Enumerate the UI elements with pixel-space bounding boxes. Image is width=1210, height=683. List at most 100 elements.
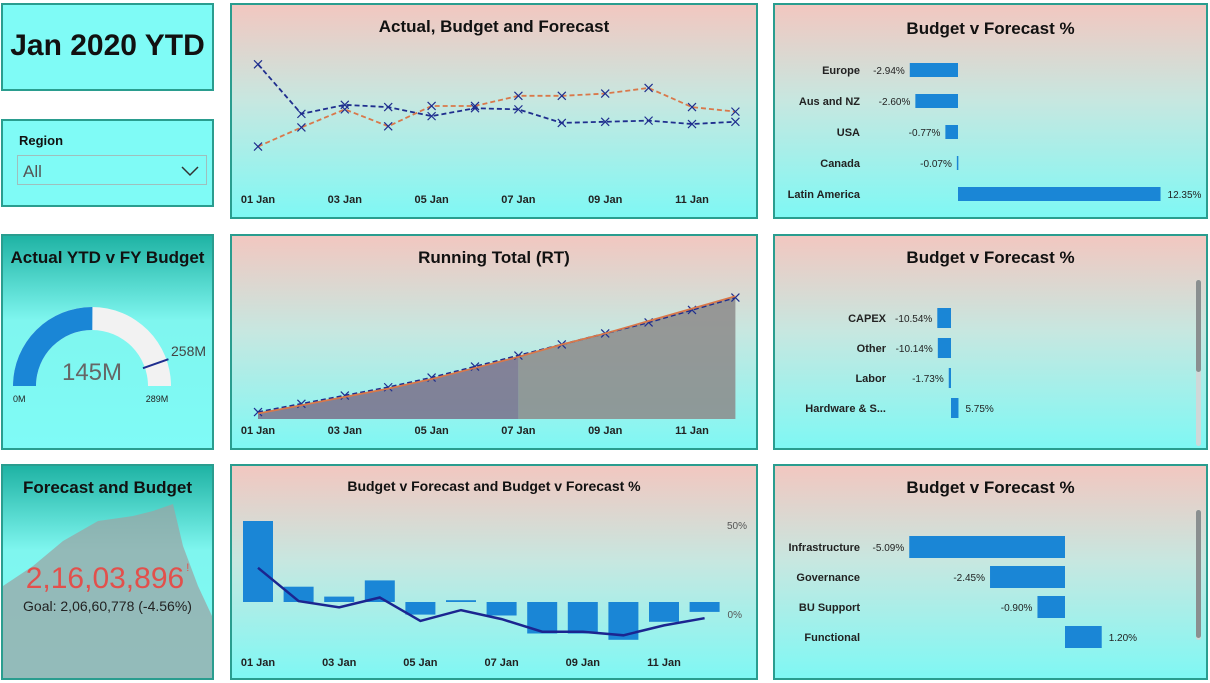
kpi-background-trend bbox=[3, 504, 212, 678]
rt-chart: 01 Jan 03 Jan 05 Jan 07 Jan 09 Jan 11 Jan bbox=[241, 293, 740, 437]
category-label: Hardware & S... bbox=[805, 403, 886, 415]
x-tick-label: 09 Jan bbox=[588, 425, 623, 437]
data-point-marker bbox=[253, 59, 263, 69]
expense-bvf-title: Budget v Forecast % bbox=[906, 248, 1075, 267]
region-dropdown[interactable]: All bbox=[17, 155, 207, 185]
gauge-tile: Actual YTD v FY Budget 145M 258M 0M 289M bbox=[1, 234, 214, 450]
bvf-title: Budget v Forecast and Budget v Forecast … bbox=[347, 478, 641, 494]
category-label: Governance bbox=[796, 572, 860, 584]
kpi-value: 2,16,03,896! bbox=[3, 562, 212, 596]
series-line-1 bbox=[257, 295, 736, 415]
x-tick-label: 03 Jan bbox=[322, 657, 357, 669]
data-label: -2.60% bbox=[879, 97, 911, 108]
bar bbox=[937, 338, 951, 358]
data-point-marker bbox=[730, 107, 740, 117]
kpi-value-text: 2,16,03,896 bbox=[25, 562, 185, 595]
kpi-indicator: ! bbox=[186, 562, 190, 574]
y-tick-label: 0% bbox=[728, 610, 743, 621]
data-label: -2.45% bbox=[953, 573, 985, 584]
data-point-marker bbox=[600, 117, 610, 127]
function-scrollbar[interactable] bbox=[1196, 510, 1201, 640]
data-label: 12.35% bbox=[1168, 190, 1202, 201]
data-point-marker bbox=[427, 101, 437, 111]
data-point-marker bbox=[687, 102, 697, 112]
x-tick-label: 07 Jan bbox=[501, 194, 536, 206]
gauge-fill bbox=[13, 307, 93, 386]
region-slicer-label: Region bbox=[19, 133, 64, 148]
y-tick-label: 50% bbox=[727, 521, 747, 532]
data-point-marker bbox=[253, 142, 263, 151]
x-tick-label: 11 Jan bbox=[675, 194, 709, 206]
category-label: CAPEX bbox=[848, 313, 887, 325]
series-line-1 bbox=[257, 87, 736, 148]
gauge-value: 145M bbox=[62, 359, 122, 386]
bar bbox=[567, 602, 598, 634]
gauge-target-marker bbox=[142, 358, 169, 370]
data-point-marker bbox=[296, 122, 306, 132]
category-label: Infrastructure bbox=[788, 542, 860, 554]
data-label: -5.09% bbox=[873, 543, 905, 554]
data-label: -0.77% bbox=[909, 128, 941, 139]
function-bvf-chart: Infrastructure -5.09% Governance -2.45% BU S… bbox=[788, 536, 1137, 648]
gauge-min-label: 0M bbox=[13, 394, 26, 404]
data-label: -1.73% bbox=[912, 374, 944, 385]
bar bbox=[486, 602, 517, 616]
data-point-marker bbox=[513, 104, 523, 114]
data-label: -0.07% bbox=[920, 159, 952, 170]
bar bbox=[915, 94, 958, 108]
bar bbox=[958, 187, 1161, 201]
expense-bvf-tile: Budget v Forecast % CAPEX -10.54% Other -10… bbox=[773, 234, 1208, 450]
kpi-tile: Forecast and Budget 2,16,03,896! Goal: 2… bbox=[1, 464, 214, 680]
region-bvf-tile: Budget v Forecast % Europe -2.94% Aus and … bbox=[773, 3, 1208, 219]
data-point-marker bbox=[383, 102, 393, 112]
bar bbox=[446, 600, 476, 602]
data-point-marker bbox=[730, 117, 740, 127]
gauge-target-label: 258M bbox=[171, 343, 206, 359]
data-point-marker bbox=[296, 109, 306, 119]
gauge-title: Actual YTD v FY Budget bbox=[10, 248, 205, 267]
data-label: -10.54% bbox=[895, 314, 932, 325]
percent-line bbox=[257, 566, 705, 637]
abf-title: Actual, Budget and Forecast bbox=[378, 17, 610, 36]
category-label: BU Support bbox=[799, 602, 860, 614]
kpi-goal: Goal: 2,06,60,778 (-4.56%) bbox=[23, 598, 192, 614]
actual-budget-forecast-tile: Actual, Budget and Forecast 01 Jan 03 Jan… bbox=[230, 3, 758, 219]
function-scrollbar-thumb[interactable] bbox=[1196, 510, 1201, 638]
bar bbox=[990, 566, 1065, 588]
title-tile: Jan 2020 YTD bbox=[1, 3, 214, 91]
x-tick-label: 01 Jan bbox=[241, 657, 276, 669]
x-tick-label: 11 Jan bbox=[675, 425, 709, 437]
bar bbox=[689, 602, 720, 612]
data-label: -2.94% bbox=[873, 66, 905, 77]
category-label: Functional bbox=[804, 632, 860, 644]
bar bbox=[243, 521, 273, 602]
bvf-chart: 50% 0% 01 Jan 03 Jan 05 Jan 07 Jan 09 Jan 11 Ja… bbox=[241, 521, 747, 669]
bar bbox=[909, 536, 1065, 558]
bar bbox=[405, 602, 436, 615]
region-slicer: Region All bbox=[1, 119, 214, 207]
bvf-combo-tile: Budget v Forecast and Budget v Forecast … bbox=[230, 464, 758, 680]
bar bbox=[909, 63, 958, 77]
data-label: 5.75% bbox=[965, 404, 993, 415]
region-bvf-chart: Europe -2.94% Aus and NZ -2.60% USA -0.77% Can… bbox=[788, 63, 1202, 201]
data-label: -0.90% bbox=[1001, 603, 1033, 614]
x-tick-label: 11 Jan bbox=[647, 657, 681, 669]
x-tick-label: 01 Jan bbox=[241, 425, 276, 437]
data-point-marker bbox=[513, 91, 523, 101]
region-dropdown-value: All bbox=[23, 162, 42, 181]
x-tick-label: 09 Jan bbox=[588, 194, 623, 206]
data-point-marker bbox=[470, 101, 480, 111]
region-bvf-title: Budget v Forecast % bbox=[906, 19, 1075, 38]
bar bbox=[945, 125, 958, 139]
page-title: Jan 2020 YTD bbox=[10, 29, 205, 62]
kpi-title: Forecast and Budget bbox=[22, 478, 193, 497]
bar bbox=[1065, 626, 1102, 648]
data-point-marker bbox=[340, 104, 350, 114]
data-point-marker bbox=[383, 121, 393, 131]
expense-scrollbar-thumb[interactable] bbox=[1196, 280, 1201, 372]
expense-scrollbar[interactable] bbox=[1196, 280, 1201, 446]
data-point-marker bbox=[644, 116, 654, 126]
bar bbox=[951, 398, 959, 418]
data-point-marker bbox=[644, 83, 654, 93]
category-label: Europe bbox=[822, 65, 860, 77]
